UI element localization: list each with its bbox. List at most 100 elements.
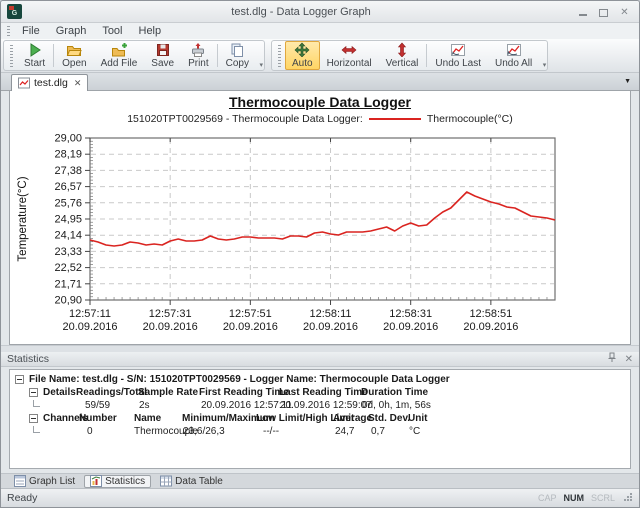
status-text: Ready (7, 492, 38, 504)
num-lock-indicator: NUM (563, 493, 584, 503)
tab-graph-list[interactable]: Graph List (9, 475, 80, 488)
x-tick-date-label: 20.09.2016 (463, 321, 518, 333)
menu-help[interactable]: Help (138, 25, 162, 37)
document-area: Thermocouple Data Logger 151020TPT002956… (1, 91, 639, 345)
save-icon (156, 44, 169, 56)
collapse-icon[interactable] (29, 388, 38, 397)
menubar-grip[interactable] (7, 26, 10, 36)
stats-details-value-row[interactable]: 59/59 2s 20.09.2016 12:57:11 20.09.2016 … (10, 400, 630, 413)
x-tick-time-label: 12:57:11 (69, 308, 111, 320)
tab-close-icon[interactable]: ✕ (73, 77, 82, 88)
x-tick-date-label: 20.09.2016 (303, 321, 358, 333)
open-folder-icon (67, 46, 83, 56)
x-tick-time-label: 12:58:51 (469, 308, 512, 320)
data-table-icon (160, 475, 173, 487)
document-tabbar: test.dlg ✕ ▼ (1, 73, 639, 91)
stats-file-row[interactable]: File Name: test.dlg - S/N: 151020TPT0029… (10, 374, 630, 387)
undo-last-icon (451, 44, 466, 56)
y-tick-label: 24,14 (54, 230, 82, 242)
app-icon: G (7, 4, 22, 19)
toolbar-grip-2[interactable] (278, 44, 281, 67)
undo-all-button[interactable]: Undo All (488, 41, 539, 70)
x-tick-date-label: 20.09.2016 (223, 321, 278, 333)
collapse-icon[interactable] (15, 375, 24, 384)
vertical-zoom-icon (397, 42, 407, 57)
graph-list-icon (14, 475, 26, 487)
collapse-icon[interactable] (29, 414, 38, 423)
menu-tool[interactable]: Tool (102, 25, 123, 37)
x-tick-time-label: 12:58:31 (389, 308, 432, 320)
pin-icon[interactable] (607, 352, 617, 366)
undo-last-button[interactable]: Undo Last (428, 41, 488, 70)
save-button[interactable]: Save (144, 41, 181, 70)
x-tick-date-label: 20.09.2016 (383, 321, 438, 333)
add-file-icon (111, 43, 127, 57)
toolbar-grip[interactable] (10, 44, 13, 67)
stats-channels-header-row[interactable]: Channels Number Name Minimum/Maximum Low… (10, 413, 630, 426)
resize-grip[interactable] (623, 492, 633, 505)
close-button[interactable]: ✕ (620, 7, 629, 18)
titlebar: G test.dlg - Data Logger Graph ✕ (1, 1, 639, 23)
menubar: File Graph Tool Help (1, 23, 639, 39)
chart-title: Thermocouple Data Logger (228, 94, 412, 110)
maximize-button[interactable] (597, 5, 610, 18)
x-tick-date-label: 20.09.2016 (143, 321, 198, 333)
stats-details-header-row[interactable]: Details Readings/Total Sample Rate First… (10, 387, 630, 400)
statusbar: Ready CAP NUM SCRL (1, 488, 639, 507)
dlg-file-icon (18, 77, 30, 89)
tab-statistics[interactable]: Statistics (84, 474, 152, 488)
menu-graph[interactable]: Graph (55, 25, 87, 37)
print-button[interactable]: Print (181, 41, 216, 70)
chart-legend: 151020TPT0029569 - Thermocouple Data Log… (10, 113, 630, 125)
x-tick-time-label: 12:58:11 (310, 308, 352, 320)
y-tick-label: 21,71 (54, 278, 82, 290)
undo-all-icon (506, 44, 521, 56)
minimize-button[interactable] (576, 5, 589, 18)
stats-channels-value-row[interactable]: 0 Thermocouple 23,6/26,3 --/-- 24,7 0,7 … (10, 426, 630, 439)
statistics-tree[interactable]: File Name: test.dlg - S/N: 151020TPT0029… (9, 369, 631, 469)
menu-file[interactable]: File (22, 25, 40, 37)
statistics-panel: Statistics ✕ File Name: test.dlg - S/N: … (1, 352, 639, 473)
toolbar: Start Open Add File (1, 39, 639, 73)
start-icon (30, 43, 41, 57)
copy-icon (231, 43, 244, 57)
toolbar-group-zoom: Auto Horizontal Vertical (271, 40, 549, 71)
panel-close-icon[interactable]: ✕ (624, 353, 633, 365)
y-tick-label: 26,57 (54, 181, 82, 193)
auto-zoom-button[interactable]: Auto (285, 41, 320, 70)
statistics-icon (90, 475, 103, 487)
vertical-zoom-button[interactable]: Vertical (379, 41, 426, 70)
x-tick-time-label: 12:57:31 (149, 308, 192, 320)
chart-panel: Thermocouple Data Logger 151020TPT002956… (9, 91, 631, 345)
statistics-panel-title: Statistics (7, 353, 50, 365)
y-tick-label: 22,52 (54, 262, 82, 274)
scroll-lock-indicator: SCRL (590, 493, 615, 503)
document-tab[interactable]: test.dlg ✕ (11, 74, 89, 91)
tab-data-table[interactable]: Data Table (155, 475, 228, 488)
open-button[interactable]: Open (55, 41, 93, 70)
add-file-button[interactable]: Add File (94, 41, 145, 70)
series-thermocouple-line (89, 191, 556, 247)
toolbar-group-file: Start Open Add File (3, 40, 265, 71)
plot-area[interactable] (90, 138, 555, 300)
legend-series-label: Thermocouple(°C) (426, 113, 513, 125)
y-axis-title: Temperature(°C) (17, 176, 29, 261)
y-tick-label: 27,38 (54, 165, 82, 177)
auto-zoom-icon (294, 42, 310, 57)
statistics-panel-header: Statistics ✕ (1, 352, 639, 367)
horizontal-zoom-button[interactable]: Horizontal (320, 41, 379, 70)
y-tick-label: 20,90 (54, 295, 82, 307)
tab-list-dropdown-icon[interactable]: ▼ (624, 78, 631, 85)
window-title: test.dlg - Data Logger Graph (231, 5, 371, 18)
panel-splitter[interactable] (1, 345, 639, 352)
toolbar-overflow-icon-2[interactable]: ▾ (542, 62, 547, 69)
x-tick-time-label: 12:57:51 (229, 308, 272, 320)
toolbar-overflow-icon[interactable]: ▾ (259, 62, 263, 69)
y-tick-label: 29,00 (54, 133, 82, 145)
start-button[interactable]: Start (17, 41, 52, 70)
caps-lock-indicator: CAP (537, 493, 557, 503)
copy-button[interactable]: Copy (219, 41, 256, 70)
chart-canvas[interactable]: 29,00 28,19 27,38 26,57 25,76 24,95 24,14 23,33… (10, 127, 632, 341)
legend-logger-label: 151020TPT0029569 - Thermocouple Data Log… (127, 113, 363, 125)
